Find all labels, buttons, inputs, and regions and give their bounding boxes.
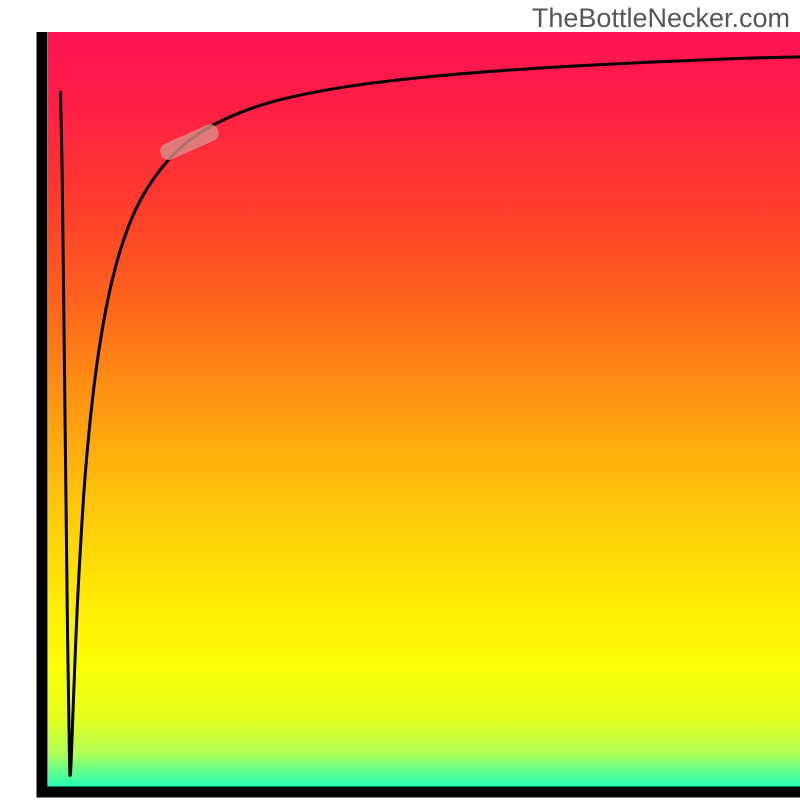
watermark-text: TheBottleNecker.com — [532, 3, 790, 34]
background-gradient — [48, 32, 800, 787]
chart-plot-area — [48, 32, 800, 787]
figure-container: TheBottleNecker.com — [0, 0, 800, 800]
